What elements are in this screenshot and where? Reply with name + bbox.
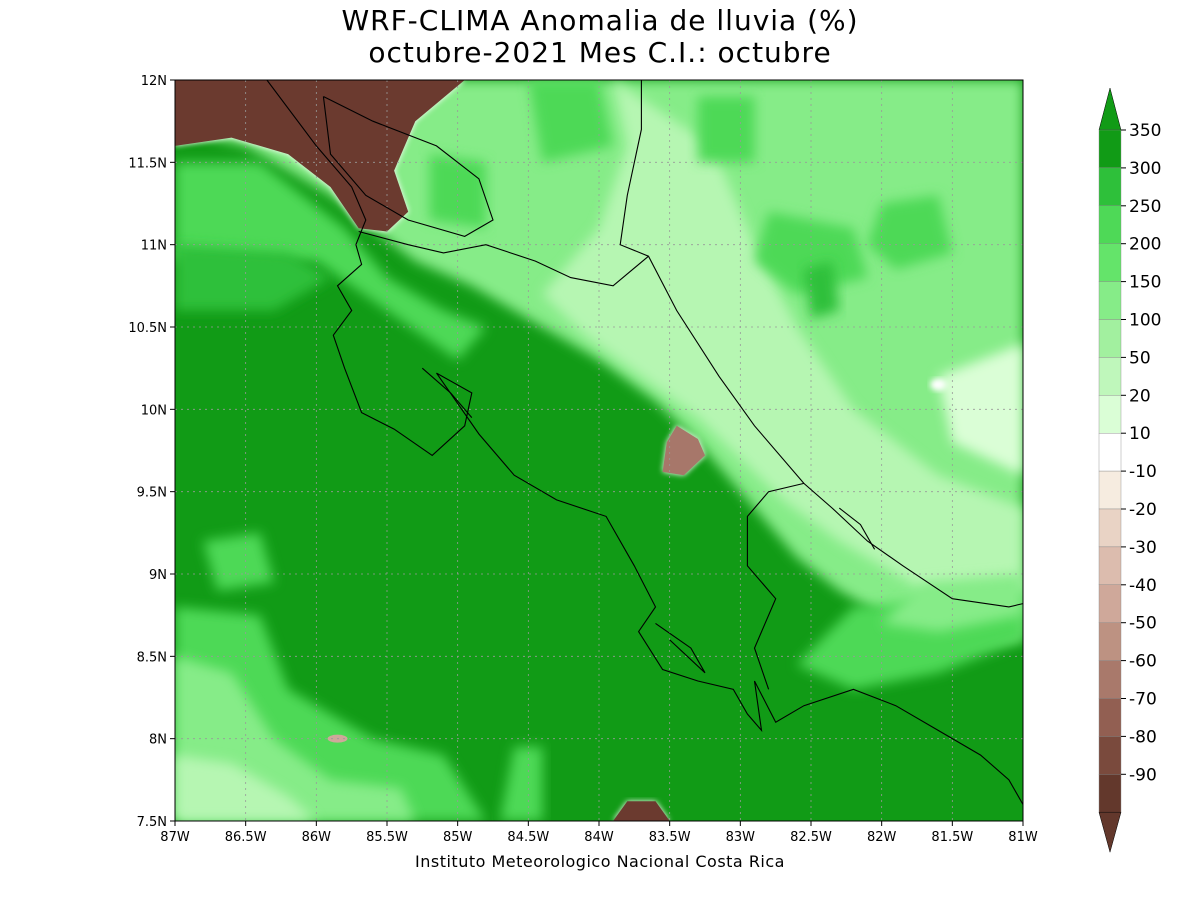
credit-text: Instituto Meteorologico Nacional Costa R… bbox=[415, 852, 785, 871]
dry-zone-central bbox=[662, 425, 705, 476]
lon-tick-label: 81W bbox=[1008, 830, 1038, 845]
field-nw-dark bbox=[175, 244, 331, 311]
legend-label: -40 bbox=[1129, 576, 1157, 596]
legend-swatch bbox=[1098, 433, 1122, 472]
lon-tick-label: 85W bbox=[443, 830, 473, 845]
lon-tick-label: 82W bbox=[867, 830, 897, 845]
border-cr-pan bbox=[746, 482, 805, 690]
lon-tick-label: 83.5W bbox=[649, 830, 691, 845]
coast-pacific bbox=[266, 80, 1023, 805]
legend-label: 200 bbox=[1129, 235, 1161, 255]
lat-tick-label: 10N bbox=[141, 403, 167, 418]
legend-label: 150 bbox=[1129, 273, 1161, 293]
border-nic-cr bbox=[358, 230, 649, 287]
legend-label: 20 bbox=[1129, 386, 1151, 406]
field-ne-blob-4 bbox=[697, 96, 755, 163]
legend-swatch bbox=[1098, 584, 1122, 623]
coast-golfo-dulce bbox=[655, 622, 706, 674]
lon-tick-label: 81.5W bbox=[931, 830, 973, 845]
legend-label: -60 bbox=[1129, 652, 1157, 672]
map-subtitle: octubre-2021 Mes C.I.: octubre bbox=[368, 36, 832, 69]
dry-zone-south bbox=[613, 801, 670, 821]
legend-swatch bbox=[1098, 357, 1122, 396]
legend-swatch bbox=[1098, 167, 1122, 206]
legend-swatch bbox=[1098, 546, 1122, 586]
field-nw-green bbox=[175, 162, 486, 360]
legend-swatch bbox=[1098, 698, 1122, 737]
field-ne-blob-1 bbox=[754, 211, 868, 295]
lat-tick-label: 11N bbox=[141, 239, 167, 254]
lat-tick-label: 7.5N bbox=[137, 815, 167, 830]
legend-label: 50 bbox=[1129, 348, 1151, 368]
field-s-patch bbox=[500, 746, 543, 821]
legend-label: -90 bbox=[1129, 765, 1157, 785]
color-legend: 350 300 250 200 150 100 50 20 10 -10 -20 -30 -40 -50 -… bbox=[1098, 87, 1161, 854]
legend-swatch bbox=[1098, 774, 1122, 813]
lat-tick-label: 11.5N bbox=[128, 156, 167, 171]
legend-label: 300 bbox=[1129, 159, 1161, 179]
field-w-patch bbox=[203, 532, 274, 591]
legend-swatch bbox=[1098, 736, 1122, 775]
legend-label: -80 bbox=[1129, 727, 1157, 747]
field-ne-blob-2 bbox=[867, 195, 953, 270]
coast-bocas bbox=[838, 507, 876, 550]
legend-swatch bbox=[1098, 622, 1122, 661]
legend-swatch bbox=[1098, 319, 1122, 358]
coast-nicoya-inner bbox=[421, 367, 473, 418]
lon-tick-label: 84.5W bbox=[507, 830, 549, 845]
legend-label: -70 bbox=[1129, 690, 1157, 710]
lon-tick-label: 87W bbox=[160, 830, 190, 845]
dry-zone-nicaragua bbox=[175, 80, 465, 232]
legend-swatch bbox=[1098, 470, 1122, 510]
lat-tick-label: 9N bbox=[149, 568, 167, 583]
legend-label: -10 bbox=[1129, 462, 1157, 482]
legend-swatch bbox=[1098, 281, 1122, 320]
legend-label: 350 bbox=[1129, 121, 1161, 141]
lat-tick-label: 8.5N bbox=[137, 650, 167, 665]
latitude-axis: 12N 11.5N 11N 10.5N 10N 9.5N 9N 8.5N 8N 7.5N bbox=[128, 74, 175, 830]
legend-label: -20 bbox=[1129, 500, 1157, 520]
lon-tick-label: 83W bbox=[726, 830, 756, 845]
neutral-spot-east bbox=[930, 378, 947, 391]
lon-tick-label: 86W bbox=[302, 830, 332, 845]
lat-tick-label: 9.5N bbox=[137, 486, 167, 501]
legend-label: -50 bbox=[1129, 614, 1157, 634]
lake-nicaragua bbox=[322, 96, 494, 237]
legend-label: 10 bbox=[1129, 424, 1151, 444]
legend-swatch bbox=[1098, 508, 1122, 548]
coastline bbox=[266, 80, 1023, 805]
anomaly-field bbox=[175, 80, 1023, 821]
lat-tick-label: 10.5N bbox=[128, 321, 167, 336]
field-ne-blob-3 bbox=[803, 261, 840, 319]
legend-label: 100 bbox=[1129, 311, 1161, 331]
field-caribbean-light bbox=[542, 80, 1023, 599]
field-ne-blob-5 bbox=[528, 80, 614, 163]
legend-arrow-top bbox=[1098, 87, 1122, 131]
coast-caribbean bbox=[619, 80, 1023, 608]
lon-tick-label: 82.5W bbox=[790, 830, 832, 845]
legend-swatch bbox=[1098, 395, 1122, 434]
map-title: WRF-CLIMA Anomalia de lluvia (%) bbox=[341, 4, 859, 37]
legend-swatch bbox=[1098, 129, 1122, 169]
lon-tick-label: 84W bbox=[584, 830, 614, 845]
legend-swatch bbox=[1098, 660, 1122, 699]
legend-label: 250 bbox=[1129, 197, 1161, 217]
legend-label: -30 bbox=[1129, 538, 1157, 558]
legend-swatch bbox=[1098, 205, 1122, 244]
lat-tick-label: 12N bbox=[141, 74, 167, 89]
lon-tick-label: 85.5W bbox=[366, 830, 408, 845]
longitude-axis: 87W 86.5W 86W 85.5W 85W 84.5W 84W 83.5W 83W 82.5W… bbox=[160, 821, 1038, 845]
legend-arrow-bottom bbox=[1098, 811, 1122, 854]
legend-swatch bbox=[1098, 243, 1122, 282]
lat-tick-label: 8N bbox=[149, 733, 167, 748]
lon-tick-label: 86.5W bbox=[225, 830, 267, 845]
